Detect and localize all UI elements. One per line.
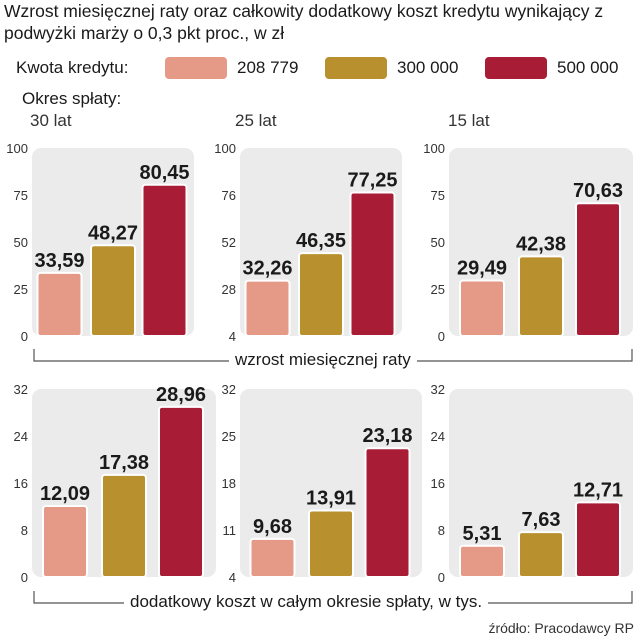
bar-value-label: 9,68 <box>253 516 292 538</box>
bar-208779 <box>36 271 83 337</box>
bar-300000 <box>90 244 136 337</box>
legend-swatch <box>165 57 227 79</box>
period-25-lat: 25 lat <box>235 111 277 130</box>
y-tick-label: 76 <box>222 188 236 203</box>
legend-text: 500 000 <box>557 58 619 77</box>
bar-value-label: 32,26 <box>242 258 292 280</box>
y-tick-label: 16 <box>431 476 445 491</box>
y-tick-label: 25 <box>222 429 236 444</box>
y-tick-label: 50 <box>431 235 445 250</box>
bar-value-label: 23,18 <box>362 425 412 447</box>
bar-value-label: 28,96 <box>156 384 206 406</box>
y-tick-label: 75 <box>431 188 445 203</box>
bar-208779 <box>244 279 291 337</box>
y-tick-label: 50 <box>14 235 28 250</box>
bar-value-label: 29,49 <box>457 258 507 280</box>
bar-value-label: 70,63 <box>573 180 623 202</box>
bar-208779 <box>459 279 505 338</box>
y-tick-label: 25 <box>431 282 445 297</box>
bar-500000 <box>349 191 396 337</box>
bar-value-label: 42,38 <box>516 233 566 255</box>
y-tick-label: 100 <box>423 141 445 156</box>
y-tick-label: 32 <box>14 382 28 397</box>
y-tick-label: 4 <box>229 329 236 344</box>
bar-value-label: 12,09 <box>40 483 90 505</box>
y-tick-label: 75 <box>14 188 28 203</box>
bar-500000 <box>141 183 188 337</box>
legend-swatch <box>485 57 547 79</box>
y-tick-label: 0 <box>21 570 28 585</box>
y-tick-label: 0 <box>438 570 445 585</box>
y-tick-label: 32 <box>222 382 236 397</box>
bar-value-label: 46,35 <box>296 230 346 252</box>
bar-300000 <box>308 509 354 578</box>
y-tick-label: 8 <box>438 523 445 538</box>
y-tick-label: 100 <box>6 141 28 156</box>
bar-value-label: 5,31 <box>463 523 502 545</box>
legend-swatch <box>325 57 387 79</box>
y-tick-label: 24 <box>14 429 28 444</box>
legend-text: 300 000 <box>397 58 459 77</box>
bar-value-label: 17,38 <box>99 452 149 474</box>
bar-value-label: 7,63 <box>522 509 561 531</box>
y-tick-label: 52 <box>222 235 236 250</box>
bar-value-label: 48,27 <box>88 222 138 244</box>
bar-value-label: 13,91 <box>306 487 356 509</box>
y-tick-label: 28 <box>222 282 236 297</box>
y-tick-label: 4 <box>229 570 236 585</box>
okres-label: Okres spłaty: <box>22 89 122 108</box>
bar-300000 <box>518 531 564 579</box>
period-15-lat: 15 lat <box>448 111 490 130</box>
bar-500000 <box>575 202 621 337</box>
y-tick-label: 8 <box>21 523 28 538</box>
chart-title: Wzrost miesięcznej raty oraz całkowity d… <box>4 1 604 43</box>
bar-value-label: 12,71 <box>573 479 623 501</box>
bar-500000 <box>575 501 621 578</box>
bar-value-label: 77,25 <box>347 170 397 192</box>
bar-value-label: 80,45 <box>139 162 189 184</box>
bar-208779 <box>459 544 505 579</box>
y-tick-label: 18 <box>222 476 236 491</box>
section-label-top: wzrost miesięcznej raty <box>229 350 417 370</box>
period-30-lat: 30 lat <box>30 111 72 130</box>
legend-label: Kwota kredytu: <box>16 58 129 77</box>
bar-500000 <box>364 447 411 578</box>
legend-text: 208 779 <box>237 58 299 77</box>
y-tick-label: 0 <box>438 329 445 344</box>
y-tick-label: 32 <box>431 382 445 397</box>
bar-208779 <box>249 537 296 578</box>
y-tick-label: 0 <box>21 329 28 344</box>
y-tick-label: 25 <box>14 282 28 297</box>
bar-208779 <box>42 504 88 578</box>
section-label-bottom: dodatkowy koszt w całym okresie spłaty, … <box>124 592 489 612</box>
y-tick-label: 24 <box>431 429 445 444</box>
y-tick-label: 100 <box>214 141 236 156</box>
source-note: źródło: Pracodawcy RP <box>488 620 634 636</box>
bar-300000 <box>101 473 147 578</box>
bar-300000 <box>298 252 344 338</box>
bar-300000 <box>518 255 564 337</box>
bar-500000 <box>158 405 204 578</box>
y-tick-label: 11 <box>223 523 237 538</box>
y-tick-label: 16 <box>14 476 28 491</box>
bar-value-label: 33,59 <box>34 250 84 272</box>
